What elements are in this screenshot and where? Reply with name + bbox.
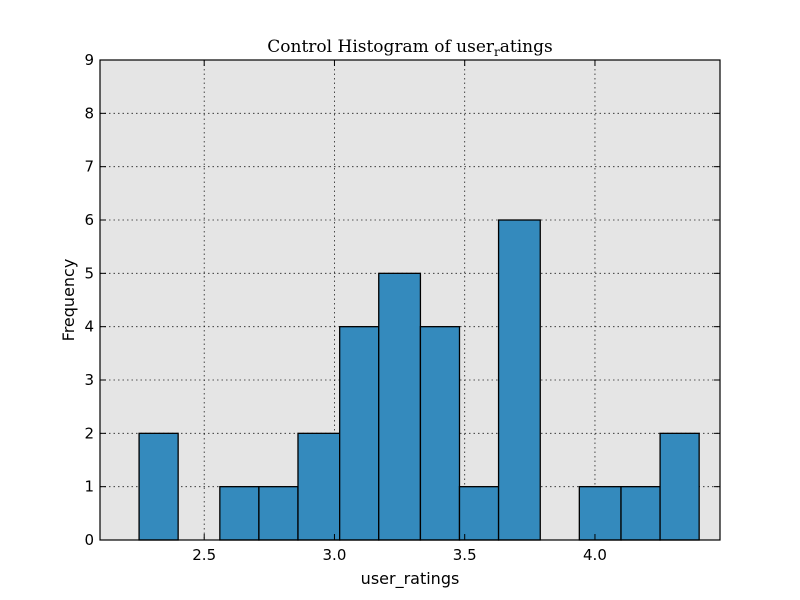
chart-title-suffix: atings [500,37,553,57]
x-tick-label-2: 3.5 [453,546,477,564]
histogram-bar-0 [138,432,179,541]
grid-lines [100,60,720,540]
chart-title-prefix: Control Histogram of user [267,37,495,57]
y-tick-label-5: 5 [84,264,94,282]
y-tick-label-1: 1 [84,478,94,496]
histogram-bar-4 [297,432,341,541]
histogram-bar-9 [497,219,541,541]
histogram-bars [138,219,700,541]
y-tick-label-0: 0 [84,531,94,549]
histogram-bar-3 [258,486,299,541]
y-tick-label-8: 8 [84,104,94,122]
chart-title: Control Histogram of userratings [267,37,552,59]
histogram-bar-13 [659,432,700,541]
y-tick-label-3: 3 [84,371,94,389]
y-tick-label-7: 7 [84,158,94,176]
histogram-bar-11 [578,486,622,541]
y-tick-label-4: 4 [84,318,94,336]
y-tick-label-2: 2 [84,424,94,442]
histogram-bar-12 [620,486,661,541]
x-tick-label-3: 4.0 [583,546,607,564]
y-tick-label-6: 6 [84,211,94,229]
plot-frame [99,59,721,541]
y-axis-label: Frequency [59,259,78,342]
histogram-bar-2 [219,486,260,541]
histogram-bar-7 [419,326,461,541]
histogram-bar-8 [458,486,500,541]
chart-title-subscript: r [494,45,500,59]
y-tick-label-9: 9 [84,51,94,69]
x-tick-label-0: 2.5 [192,546,216,564]
histogram-bar-5 [339,326,380,541]
histogram-bar-6 [378,272,422,541]
axis-ticks: 2.5 3.0 3.5 4.0 0 1 2 3 4 5 6 7 8 9 [84,51,720,564]
x-tick-label-1: 3.0 [323,546,347,564]
x-axis-label: user_ratings [361,569,460,589]
